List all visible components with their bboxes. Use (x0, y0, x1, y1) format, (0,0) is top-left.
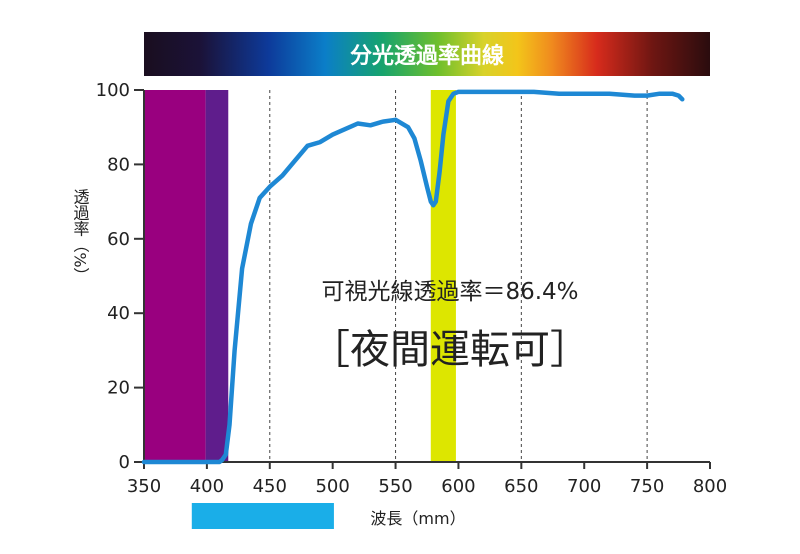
y-tick-label-60: 60 (107, 229, 130, 250)
y-tick-label-40: 40 (107, 303, 130, 324)
spectrum-banner (144, 32, 710, 76)
highlight-band-1 (205, 90, 229, 462)
x-tick-label-400: 400 (190, 476, 224, 497)
y-tick-label-20: 20 (107, 378, 130, 399)
series-line (141, 89, 685, 465)
x-tick-label-500: 500 (315, 476, 349, 497)
x-tick-label-800: 800 (693, 476, 727, 497)
chart-title: 分光透過率曲線 (350, 43, 504, 69)
x-tick-label-700: 700 (567, 476, 601, 497)
x-tick-label-600: 600 (441, 476, 475, 497)
x-tick-label-750: 750 (630, 476, 664, 497)
x-ticks: 350 400 450 500 550 600 650 700 750 800 (127, 462, 727, 497)
range-marker-0 (191, 503, 334, 529)
y-tick-label-0: 0 (119, 452, 130, 473)
x-tick-label-650: 650 (504, 476, 538, 497)
y-axis-title: 透過率（%） (71, 188, 90, 283)
x-tick-label-450: 450 (253, 476, 287, 497)
range-markers (191, 503, 334, 529)
y-ticks: 0 20 40 60 80 100 (96, 80, 144, 473)
x-tick-label-550: 550 (378, 476, 412, 497)
night-driving-note: ［夜間運転可］ (310, 327, 590, 373)
visible-light-transmittance-note: 可視光線透過率＝86.4% (321, 279, 578, 305)
x-axis-title: 波長（mm） (370, 509, 465, 528)
highlight-bands (144, 90, 456, 462)
highlight-band-0 (144, 90, 206, 462)
gridlines (269, 90, 648, 462)
y-tick-label-80: 80 (107, 154, 130, 175)
x-tick-label-350: 350 (127, 476, 161, 497)
y-tick-label-100: 100 (96, 80, 130, 101)
